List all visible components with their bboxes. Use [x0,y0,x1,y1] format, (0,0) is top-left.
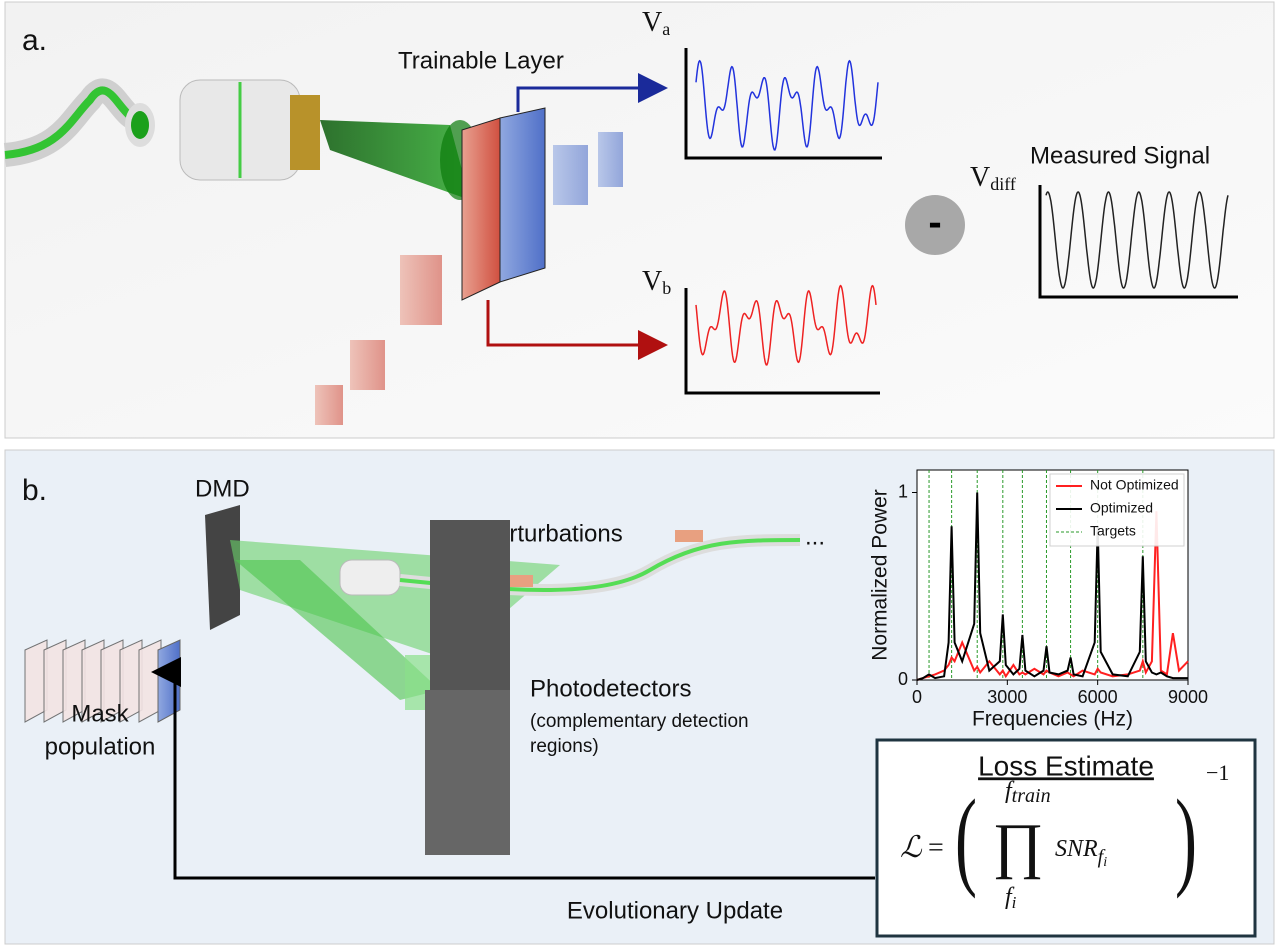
legend-label: Targets [1090,523,1136,539]
x-tick-label: 6000 [1078,687,1118,707]
mask-copy [350,340,385,390]
sub: a [662,19,670,39]
fiber-end [131,111,149,139]
sub: i [1012,893,1017,912]
mask-label: Mask [71,700,129,727]
lens-thread [290,95,320,170]
mask [158,640,180,722]
figure: a. Trainable Layer Va Vb - Measured Sign… [0,0,1279,946]
paren: ( [955,777,977,899]
mask-copy [553,145,588,205]
x-tick-label: 3000 [987,687,1027,707]
minus: - [928,201,941,245]
legend-label: Not Optimized [1090,477,1179,493]
collimator [340,560,400,595]
photodetectors-label: Photodetectors [530,675,691,702]
mask-copy [598,132,623,187]
equals: = [928,832,944,863]
paren: ) [1175,777,1197,899]
y-tick-label: 1 [898,481,908,501]
sub: diff [990,174,1016,194]
dmd-label: DMD [195,475,250,502]
sub: train [1012,785,1051,807]
subsub: i [1103,855,1107,870]
panel-label: a. [22,24,47,57]
update-label: Evolutionary Update [567,897,783,924]
sub: b [662,278,671,298]
y-axis-label: Normalized Power [869,489,892,661]
y-tick-label: 0 [898,669,908,689]
dmd [205,505,240,630]
photodetectors-note: (complementary detection [530,711,749,732]
x-tick-label: 9000 [1168,687,1208,707]
loss-symbol: ℒ [900,831,923,864]
mask-copy [315,385,343,425]
v: V [642,7,662,38]
perturbation-pad [675,530,703,542]
v: V [642,266,662,297]
x-tick-label: 0 [912,687,922,707]
panel-label: b. [22,474,47,507]
photodetector [430,520,510,705]
mask-label: population [45,733,156,760]
exponent: −1 [1206,760,1229,785]
snr-text: SNR [1055,836,1098,862]
legend-label: Optimized [1090,500,1153,516]
ellipsis: ... [805,523,825,550]
mask-copy [400,255,442,325]
v: V [970,162,990,193]
photodetector [425,690,510,855]
x-axis-label: Frequencies (Hz) [972,708,1133,731]
trainable-mask [462,118,500,300]
product: ∏ [992,812,1043,880]
measured-label: Measured Signal [1030,142,1210,169]
layer-label: Trainable Layer [398,47,564,74]
photodetectors-note: regions) [530,736,599,757]
trainable-mask [500,108,545,282]
